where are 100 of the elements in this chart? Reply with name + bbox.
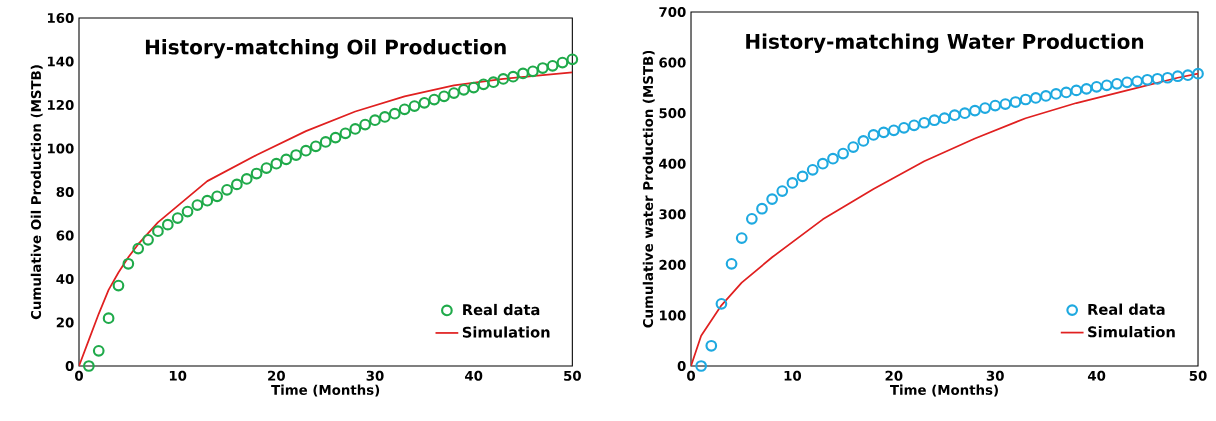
- point: [359, 118, 372, 131]
- point: [1151, 72, 1164, 85]
- point: [705, 339, 718, 352]
- point: [339, 127, 352, 140]
- point: [847, 141, 860, 153]
- point: [806, 163, 819, 176]
- point: [260, 162, 273, 174]
- x-tick-label: 30: [366, 370, 384, 381]
- point: [349, 123, 362, 135]
- y-tick-label: 200: [659, 259, 686, 270]
- point: [1040, 90, 1052, 102]
- x-tick-label: 50: [564, 370, 581, 381]
- point: [766, 193, 778, 205]
- x-tick-label: 20: [885, 370, 903, 381]
- point: [1009, 96, 1022, 108]
- point: [250, 167, 263, 180]
- point: [796, 170, 809, 183]
- point: [756, 202, 768, 215]
- point: [898, 121, 910, 134]
- point: [745, 212, 758, 225]
- point: [1121, 76, 1133, 89]
- point: [300, 144, 312, 157]
- point: [1019, 93, 1032, 106]
- point: [379, 111, 391, 123]
- point: [428, 93, 441, 106]
- point: [1171, 70, 1184, 83]
- point: [816, 157, 829, 170]
- point: [467, 81, 480, 94]
- legend-label: Real data: [1088, 303, 1165, 315]
- point: [457, 83, 470, 96]
- x-tick-label: 40: [1087, 370, 1106, 381]
- point: [527, 65, 539, 78]
- point: [507, 70, 520, 83]
- y-tick-label: 600: [659, 57, 686, 68]
- y-tick-label: 100: [47, 143, 74, 154]
- x-tick-label: 50: [1189, 370, 1207, 381]
- point: [369, 114, 381, 127]
- point: [958, 107, 971, 120]
- point: [735, 232, 748, 244]
- y-tick-label: 40: [56, 273, 74, 285]
- point: [1111, 77, 1123, 90]
- point: [1080, 83, 1093, 95]
- point: [877, 126, 890, 139]
- point: [270, 157, 283, 170]
- point: [857, 135, 870, 147]
- y-tick-label: 700: [659, 6, 686, 18]
- text: History-matching Oil Production: [145, 39, 506, 59]
- point: [487, 76, 500, 89]
- point: [1192, 67, 1204, 80]
- x-tick-label: 30: [986, 370, 1004, 381]
- legend-label: Real data: [463, 303, 540, 316]
- point: [1090, 80, 1103, 93]
- x-tick-label: 40: [465, 370, 483, 381]
- point: [999, 98, 1012, 110]
- point: [715, 297, 728, 310]
- line-series: [79, 71, 573, 366]
- point: [171, 212, 184, 224]
- y-tick-label: 0: [65, 360, 74, 372]
- point: [83, 360, 95, 372]
- point: [1060, 86, 1073, 99]
- point: [102, 312, 115, 325]
- point: [132, 242, 145, 255]
- point: [181, 205, 194, 218]
- y-tick-label: 20: [56, 317, 74, 328]
- point: [280, 153, 293, 166]
- y-tick-label: 0: [677, 360, 686, 372]
- y-tick-label: 60: [56, 230, 74, 241]
- line-series: [691, 72, 1199, 366]
- point: [92, 344, 105, 357]
- point: [408, 100, 421, 112]
- point: [477, 78, 490, 91]
- x-tick-label: 0: [75, 370, 83, 381]
- y-tick-label: 500: [659, 108, 686, 119]
- point: [837, 147, 849, 160]
- point: [786, 177, 799, 189]
- point: [969, 104, 981, 117]
- point: [938, 112, 951, 125]
- point: [1100, 79, 1113, 92]
- x-tick-label: 20: [268, 370, 285, 381]
- point: [438, 90, 450, 103]
- point: [329, 131, 342, 144]
- y-tick-label: 400: [659, 158, 686, 169]
- point: [1050, 88, 1062, 100]
- point: [191, 199, 204, 211]
- point: [989, 99, 1002, 112]
- point: [695, 360, 708, 372]
- point: [1161, 71, 1174, 84]
- point: [418, 96, 431, 109]
- point: [867, 129, 880, 141]
- y-tick-label: 160: [47, 12, 74, 24]
- y-tick-label: 120: [47, 99, 74, 111]
- point: [152, 225, 164, 238]
- point: [566, 53, 579, 66]
- x-axis-title: Time (Months): [890, 384, 998, 397]
- point: [928, 114, 941, 127]
- point: [221, 183, 233, 196]
- x-tick-label: 10: [784, 370, 802, 381]
- text: History-matching Water Production: [746, 33, 1144, 53]
- point: [309, 140, 322, 153]
- point: [161, 218, 174, 231]
